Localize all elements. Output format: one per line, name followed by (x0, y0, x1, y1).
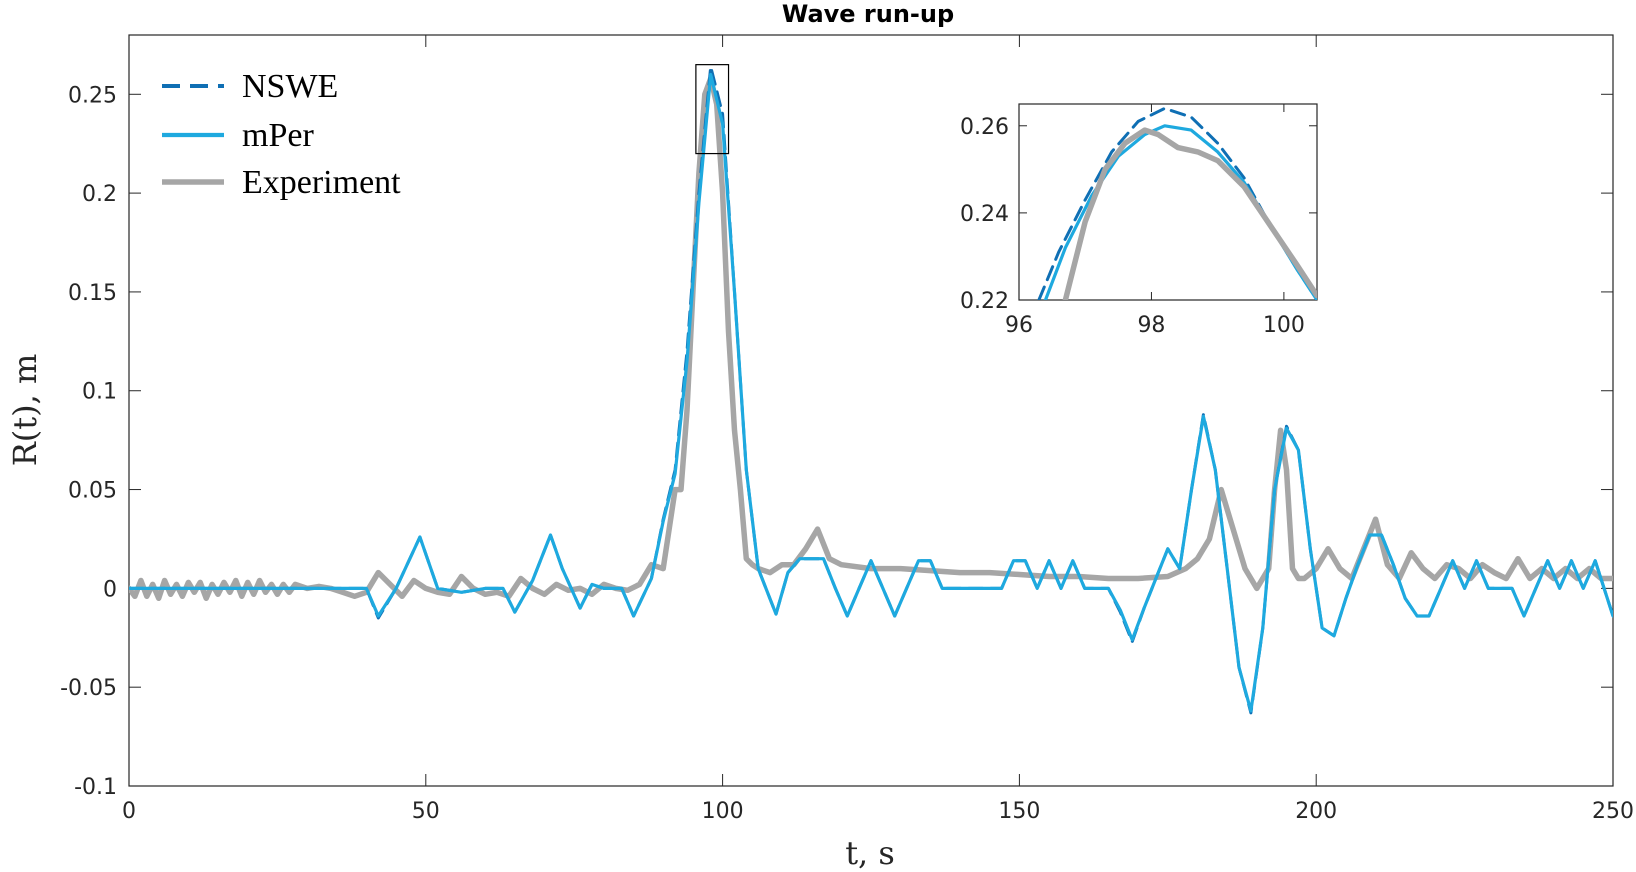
series-line-mper (129, 72, 1613, 713)
x-tick-label: 50 (412, 799, 440, 824)
x-tick-label: 200 (1295, 799, 1337, 824)
chart-title: Wave run-up (782, 0, 954, 28)
legend: NSWE mPer Experiment (162, 68, 401, 201)
plot-frame (128, 34, 1614, 787)
y-tick-label: -0.1 (74, 775, 117, 800)
inset-x-tick-label: 98 (1137, 313, 1165, 338)
inset-frame (1018, 103, 1318, 301)
y-tick-label: 0.2 (82, 182, 117, 207)
legend-label-experiment: Experiment (242, 164, 401, 201)
y-tick-label: 0.25 (68, 83, 117, 108)
main-plot-area (129, 64, 1613, 715)
y-tick-label: 0.1 (82, 380, 117, 405)
x-tick-label: 0 (122, 799, 136, 824)
inset-y-tick-label: 0.26 (960, 115, 1009, 140)
y-tick-label: 0.15 (68, 281, 117, 306)
legend-label-nswe: NSWE (242, 68, 338, 105)
legend-label-mper: mPer (242, 117, 314, 154)
x-tick-label: 150 (998, 799, 1040, 824)
inset-axes: 96 98 100 0.22 0.24 0.26 (960, 103, 1318, 338)
inset-x-tick-label: 96 (1005, 313, 1033, 338)
inset-y-tick-label: 0.22 (960, 289, 1009, 314)
x-axis-label: t, s (845, 834, 895, 872)
inset-y-tick-label: 0.24 (960, 202, 1009, 227)
y-axis-label: R(t), m (6, 354, 44, 467)
x-tick-label: 100 (702, 799, 744, 824)
main-axes: 0 50 100 150 200 250 -0.1 -0.05 0 0.05 0.1 0.15 0.2 0… (60, 34, 1634, 824)
inset-x-tick-label: 100 (1263, 313, 1305, 338)
series-line-experiment (129, 75, 1613, 602)
inset-plot-area (1037, 106, 1317, 300)
zoom-region-box (695, 64, 730, 155)
y-tick-label: 0.05 (68, 479, 117, 504)
y-tick-label: 0 (103, 577, 117, 602)
inset-series-experiment (1062, 127, 1317, 300)
y-tick-label: -0.05 (60, 676, 117, 701)
x-tick-label: 250 (1592, 799, 1634, 824)
